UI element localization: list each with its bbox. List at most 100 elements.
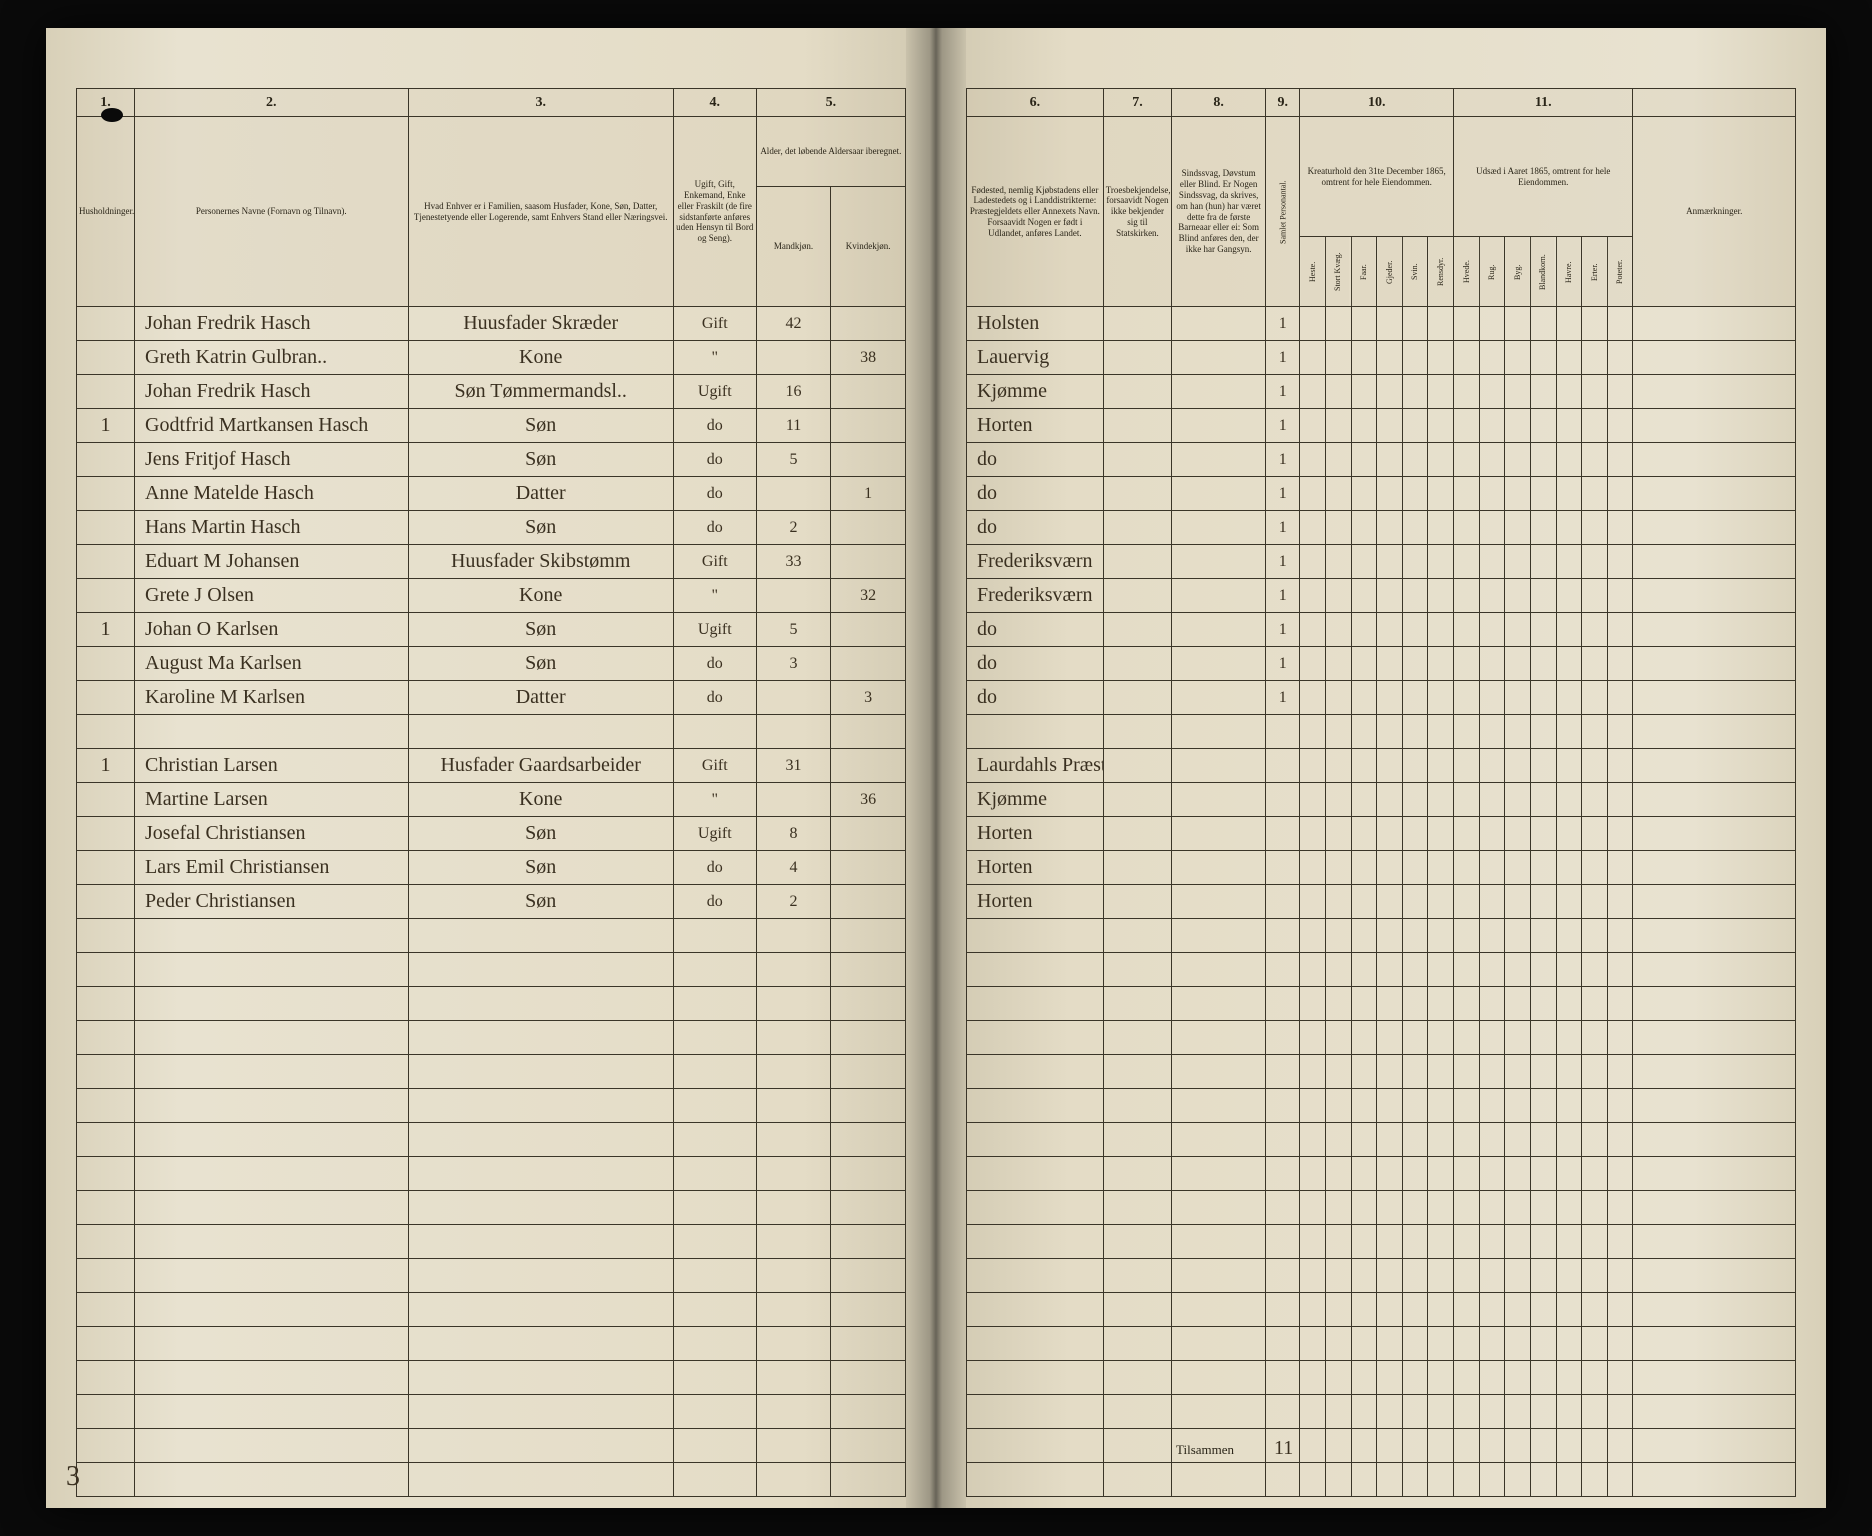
cell-remarks xyxy=(1633,545,1796,579)
sum-value: 11 xyxy=(1274,1437,1293,1460)
cell-remarks xyxy=(1633,647,1796,681)
cell-empty xyxy=(1607,307,1633,341)
table-row-blank xyxy=(967,1123,1796,1157)
cell-household xyxy=(77,307,135,341)
table-row: do1 xyxy=(967,511,1796,545)
sub-header: Erter. xyxy=(1582,237,1608,307)
ledger-book: 1. 2. 3. 4. 5. Husholdninger. Personerne… xyxy=(46,28,1826,1508)
cell-empty xyxy=(1582,579,1608,613)
cell-birthplace: Frederiksværn xyxy=(967,579,1104,613)
cell-empty xyxy=(1377,443,1403,477)
table-row: Josefal ChristiansenSønUgift8 xyxy=(77,817,906,851)
cell-relation: Datter xyxy=(408,681,673,715)
cell-name: Hans Martin Hasch xyxy=(135,511,409,545)
cell-marital: do xyxy=(673,477,756,511)
table-row-blank xyxy=(967,1429,1796,1463)
cell-empty xyxy=(1505,443,1531,477)
cell-empty xyxy=(1300,511,1326,545)
cell-empty xyxy=(1428,477,1454,511)
cell-empty xyxy=(1505,681,1531,715)
cell-empty xyxy=(1377,511,1403,545)
cell-age-f: 36 xyxy=(831,783,906,817)
cell-empty xyxy=(1556,409,1582,443)
cell-empty xyxy=(1428,409,1454,443)
cell-empty xyxy=(1454,443,1480,477)
cell-name: Eduart M Johansen xyxy=(135,545,409,579)
cell-empty xyxy=(1351,511,1377,545)
cell-age-m: 5 xyxy=(756,613,831,647)
cell-remarks xyxy=(1633,817,1796,851)
cell-empty xyxy=(1402,511,1428,545)
cell-empty xyxy=(1428,885,1454,919)
cell-empty xyxy=(1607,511,1633,545)
table-row: Peder ChristiansenSøndo2 xyxy=(77,885,906,919)
cell-empty xyxy=(1454,885,1480,919)
cell-empty xyxy=(1454,477,1480,511)
cell-empty xyxy=(1479,715,1505,749)
cell-relation: Søn xyxy=(408,613,673,647)
cell-empty xyxy=(1454,613,1480,647)
cell-empty xyxy=(1556,647,1582,681)
table-row: Laurdahls Præstegjeld xyxy=(967,749,1796,783)
table-row-blank xyxy=(77,1021,906,1055)
cell-birthplace: Laurdahls Præstegjeld xyxy=(967,749,1104,783)
cell-empty xyxy=(1556,477,1582,511)
cell-disability xyxy=(1172,477,1266,511)
cell-relation: Kone xyxy=(408,341,673,375)
cell-faith xyxy=(1103,817,1171,851)
cell-marital: " xyxy=(673,579,756,613)
cell-empty xyxy=(1582,817,1608,851)
table-row: Hans Martin HaschSøndo2 xyxy=(77,511,906,545)
cell-empty xyxy=(1377,579,1403,613)
cell-empty xyxy=(1607,579,1633,613)
cell-empty xyxy=(1607,375,1633,409)
cell-empty xyxy=(1402,375,1428,409)
cell-empty xyxy=(1607,817,1633,851)
cell-age-f: 3 xyxy=(831,681,906,715)
cell-age-f xyxy=(831,817,906,851)
cell-empty xyxy=(1607,681,1633,715)
cell-empty xyxy=(1582,341,1608,375)
cell-marital: Gift xyxy=(673,749,756,783)
cell-relation: Søn xyxy=(408,851,673,885)
cell-birthplace: do xyxy=(967,647,1104,681)
cell-empty xyxy=(1556,307,1582,341)
sub-header: Gjeder. xyxy=(1377,237,1403,307)
table-row: August Ma KarlsenSøndo3 xyxy=(77,647,906,681)
cell-remarks xyxy=(1633,341,1796,375)
right-table: 6. 7. 8. 9. 10. 11. Fødested, nemlig Kjø… xyxy=(966,88,1796,1497)
cell-empty xyxy=(1479,647,1505,681)
cell-empty xyxy=(1377,341,1403,375)
cell-empty xyxy=(1454,375,1480,409)
cell-empty xyxy=(1351,307,1377,341)
cell-empty xyxy=(1377,885,1403,919)
cell-empty xyxy=(1530,579,1556,613)
sub-header: Stort Kvæg. xyxy=(1325,237,1351,307)
cell-birthplace: do xyxy=(967,477,1104,511)
cell-household xyxy=(77,477,135,511)
cell-birthplace: Holsten xyxy=(967,307,1104,341)
cell-count xyxy=(1266,749,1300,783)
cell-empty xyxy=(1530,613,1556,647)
cell-empty xyxy=(1351,579,1377,613)
table-row: Kjømme1 xyxy=(967,375,1796,409)
cell-empty xyxy=(1377,783,1403,817)
cell-empty xyxy=(1479,681,1505,715)
table-row: do1 xyxy=(967,647,1796,681)
cell-age-m: 3 xyxy=(756,647,831,681)
cell-empty xyxy=(1325,817,1351,851)
cell-empty xyxy=(1556,579,1582,613)
cell-empty xyxy=(1479,511,1505,545)
cell-empty xyxy=(1428,545,1454,579)
sub-header: Rensdyr. xyxy=(1428,237,1454,307)
cell-empty xyxy=(1505,749,1531,783)
table-row-blank xyxy=(77,1293,906,1327)
cell-name: Martine Larsen xyxy=(135,783,409,817)
sum-label: Tilsammen xyxy=(1176,1442,1234,1458)
cell-empty xyxy=(1300,477,1326,511)
table-row: do1 xyxy=(967,681,1796,715)
table-row-blank xyxy=(77,1429,906,1463)
cell-marital: do xyxy=(673,647,756,681)
cell-empty xyxy=(1607,715,1633,749)
cell-empty xyxy=(1505,647,1531,681)
